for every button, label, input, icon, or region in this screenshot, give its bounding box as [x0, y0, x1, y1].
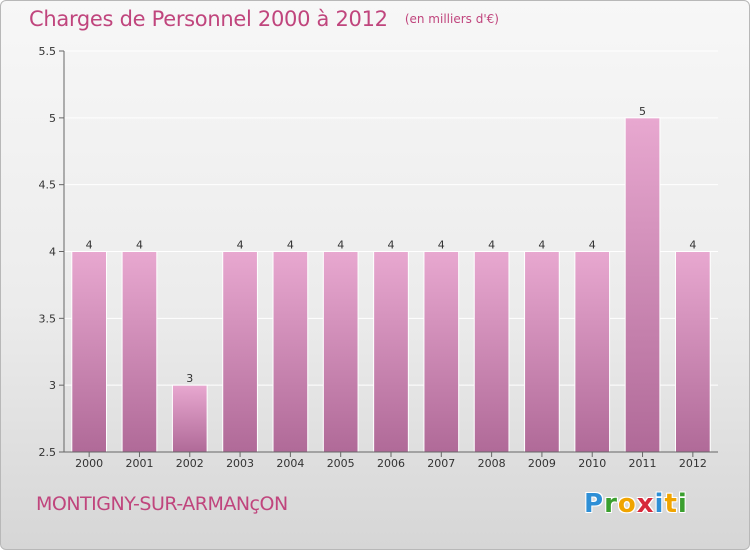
bar-value-label: 4: [337, 239, 344, 252]
y-tick-label: 4.5: [39, 179, 57, 192]
title-row: Charges de Personnel 2000 à 2012 (en mil…: [29, 7, 499, 31]
bar: [272, 251, 309, 453]
bar-value-label: 4: [538, 239, 545, 252]
x-tick-label: 2011: [629, 457, 657, 470]
x-tick-label: 2000: [75, 457, 103, 470]
bar-value-label: 4: [237, 239, 244, 252]
x-tick-label: 2002: [176, 457, 204, 470]
chart-title: Charges de Personnel 2000 à 2012: [29, 7, 388, 31]
bar-value-label: 5: [639, 105, 646, 118]
logo-letter: t: [664, 489, 678, 519]
axes: [59, 50, 718, 457]
commune-name: MONTIGNY-SUR-ARMANçON: [36, 493, 288, 515]
bar-value-label: 4: [488, 239, 495, 252]
bars: [71, 117, 711, 453]
proxiti-logo[interactable]: Proxiti: [584, 489, 688, 519]
x-tick-label: 2010: [578, 457, 606, 470]
logo-letter: x: [636, 489, 655, 519]
y-tick-label: 5: [49, 112, 56, 125]
bar: [322, 251, 359, 453]
x-tick-label: 2012: [679, 457, 707, 470]
bar-value-label: 4: [388, 239, 395, 252]
bar: [473, 251, 510, 453]
bar: [524, 251, 560, 453]
x-tick-label: 2001: [125, 457, 153, 470]
bar-value-label: 4: [287, 239, 294, 252]
y-tick-label: 3: [49, 379, 56, 392]
bar: [574, 251, 611, 453]
bar-value-label: 4: [86, 239, 93, 252]
bar: [71, 251, 108, 453]
chart-subtitle: (en milliers d'€): [404, 12, 499, 26]
y-tick-label: 2.5: [39, 446, 57, 459]
y-tick-label: 3.5: [39, 312, 57, 325]
bar-value-label: 4: [689, 239, 696, 252]
x-tick-label: 2008: [478, 457, 506, 470]
bar: [423, 251, 460, 453]
bar: [222, 251, 258, 453]
bar: [373, 251, 409, 453]
x-tick-label: 2005: [327, 457, 355, 470]
bar-value-label: 3: [186, 372, 193, 385]
logo-letter: i: [677, 489, 688, 519]
x-tick-label: 2004: [276, 457, 304, 470]
x-tick-label: 2006: [377, 457, 405, 470]
bar-value-label: 4: [136, 239, 143, 252]
bar: [121, 251, 158, 453]
y-tick-label: 5.5: [39, 45, 57, 58]
bar: [624, 117, 661, 453]
bar-value-label: 4: [589, 239, 596, 252]
logo-letter: i: [654, 489, 665, 519]
logo-letter: r: [604, 489, 618, 519]
x-tick-label: 2007: [427, 457, 455, 470]
y-tick-label: 4: [49, 246, 56, 259]
logo-letter: o: [617, 489, 637, 519]
bar-value-label: 4: [438, 239, 445, 252]
bar: [674, 251, 711, 453]
x-tick-label: 2003: [226, 457, 254, 470]
x-tick-label: 2009: [528, 457, 556, 470]
labels: 2.5 3 3.5 4 4.5 5 5.5 4 2000 4 2001 3 2002 4 2003 4 2004…: [39, 45, 707, 470]
logo-letter: P: [584, 489, 605, 519]
bar: [171, 384, 208, 453]
